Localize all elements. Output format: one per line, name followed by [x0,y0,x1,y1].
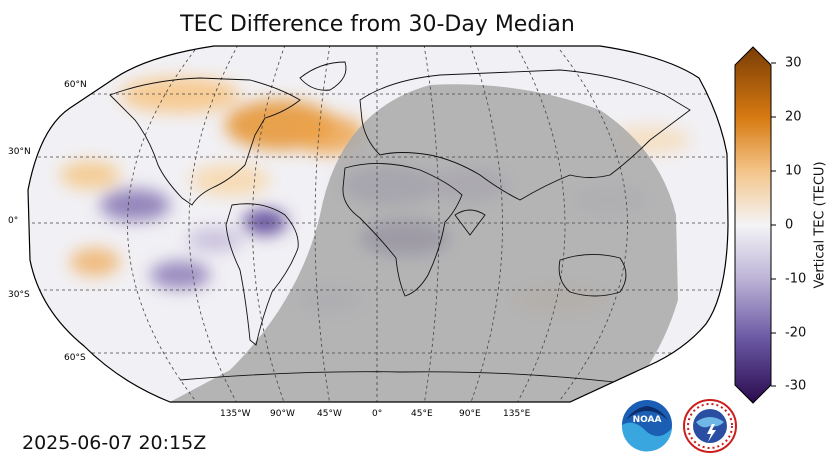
colorbar-tick-0: 0 [785,217,794,233]
colorbar-tick-neg20: -20 [785,325,807,341]
lon-label-90e: 90°E [459,409,481,419]
map-frame [27,45,729,403]
map-body [28,46,728,402]
lat-label-30s: 30°S [8,290,30,300]
colorbar-label: Vertical TEC (TECU) [812,161,828,289]
lon-label-45w: 45°W [317,409,342,419]
lon-label-135e: 135°E [503,409,531,419]
lon-label-90w: 90°W [270,409,295,419]
colorbar-tick-20: 20 [785,109,802,125]
colorbar-tick-neg10: -10 [785,271,807,287]
colorbar-tick-30: 30 [785,55,802,71]
graticule [28,46,728,402]
colorbar-tick-neg30: -30 [785,378,807,394]
lon-label-135w: 135°W [220,409,251,419]
nws-logo [683,399,737,453]
lon-label-45e: 45°E [411,409,433,419]
colorbar [734,46,772,404]
noaa-logo-text: NOAA [633,415,662,425]
lat-label-60n: 60°N [64,80,87,90]
night-shade [170,84,678,402]
coastlines [109,61,691,386]
lat-label-60s: 60°S [64,353,86,363]
lat-label-0: 0° [8,216,19,226]
timestamp: 2025-06-07 20:15Z [22,432,207,454]
colorbar-ticks [771,62,776,387]
lon-label-0: 0° [372,409,383,419]
noaa-logo: NOAA [621,400,672,452]
colorbar-tick-10: 10 [785,163,802,179]
lat-label-30n: 30°N [8,147,31,157]
map-title: TEC Difference from 30-Day Median [180,12,575,37]
